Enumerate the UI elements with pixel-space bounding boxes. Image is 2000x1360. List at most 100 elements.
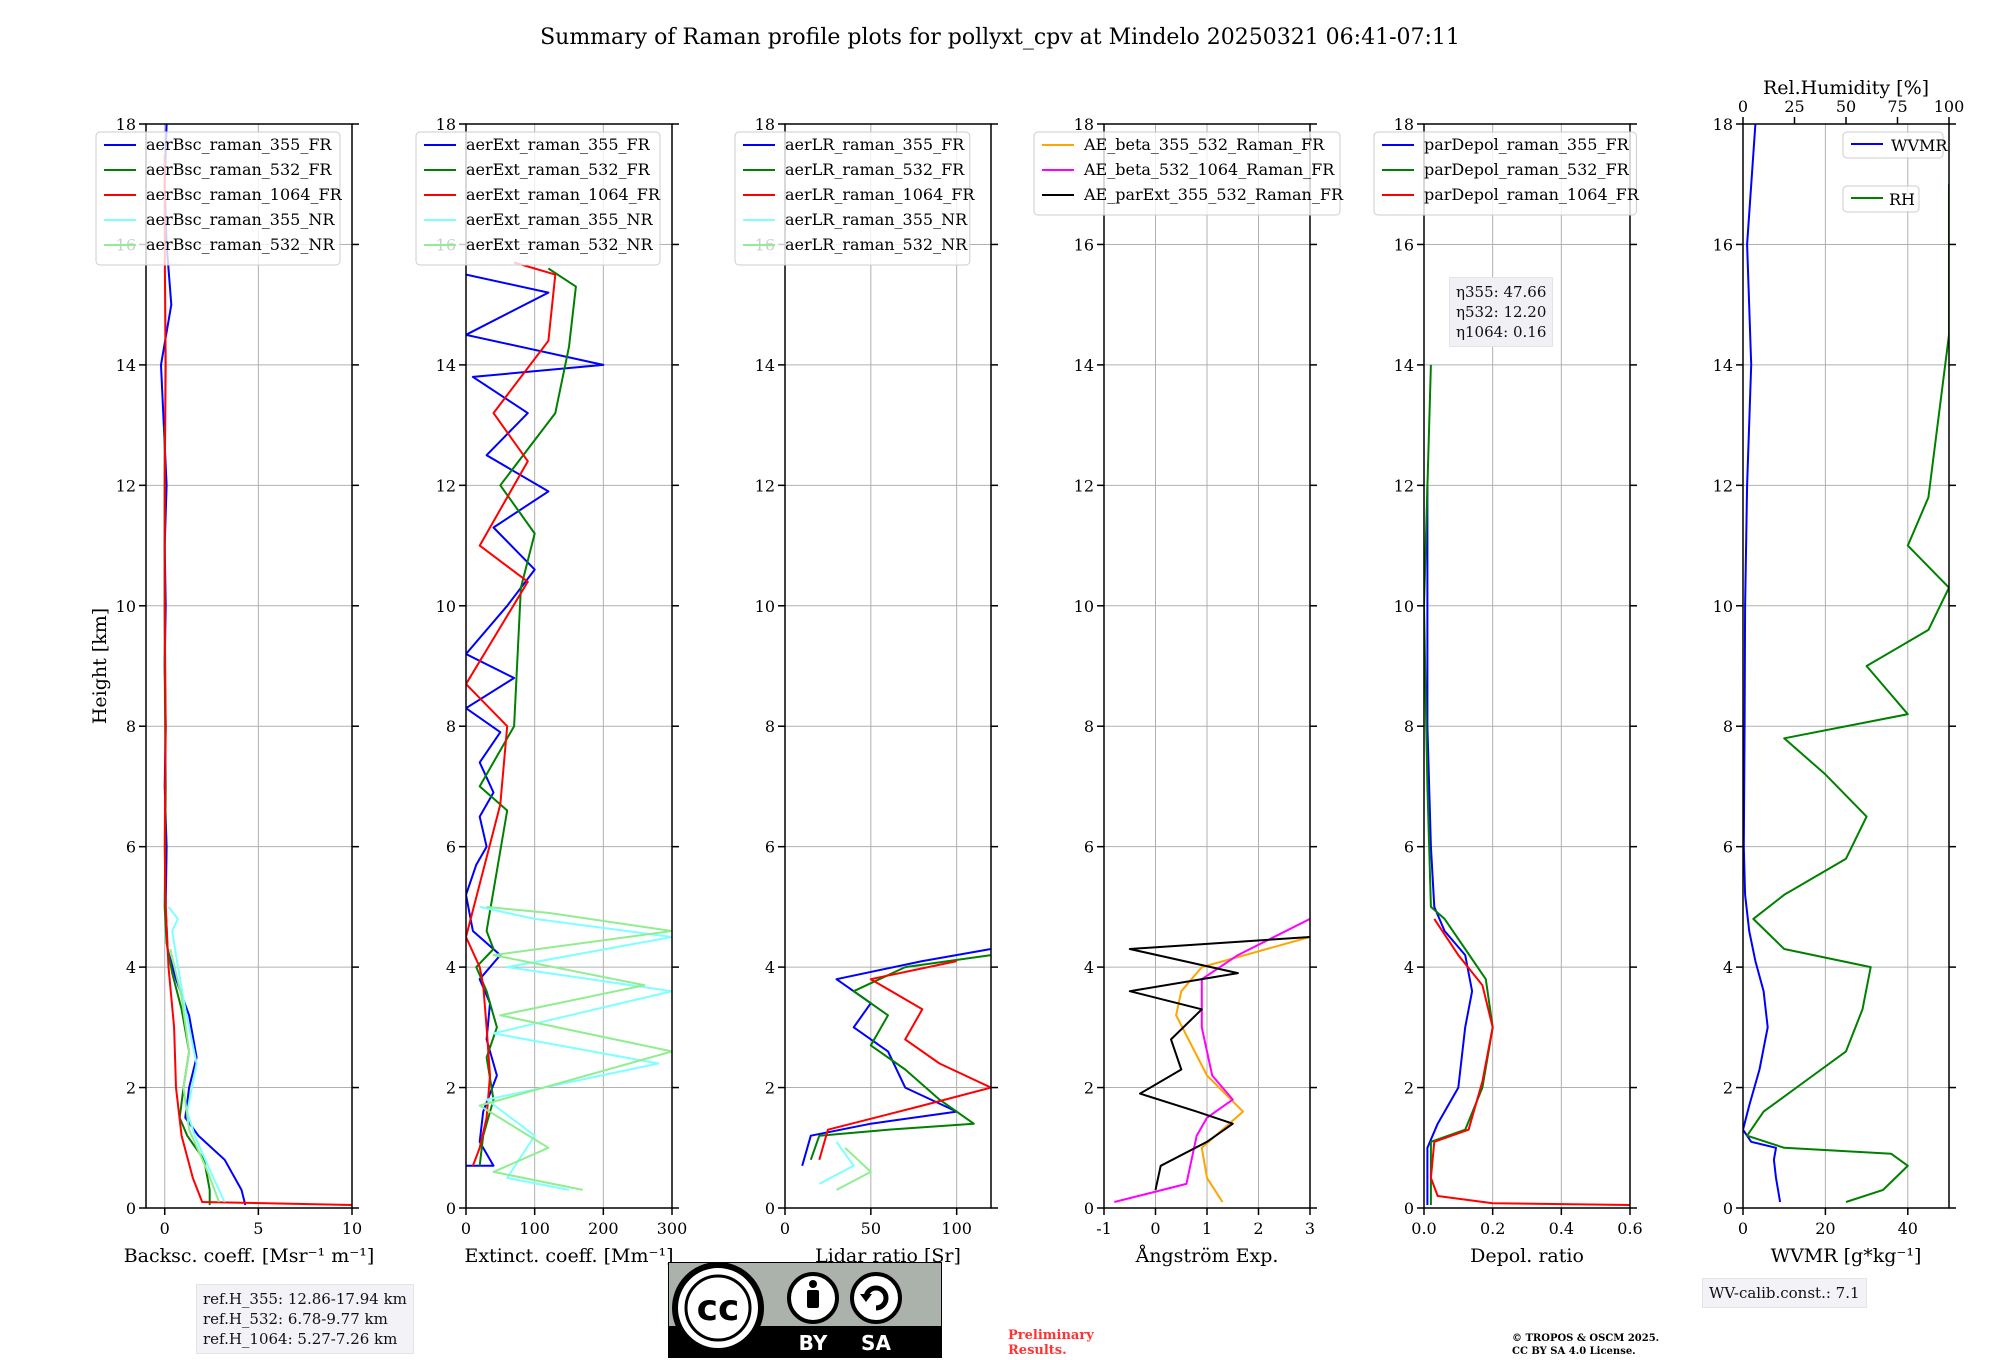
y-tick-label: 6: [1723, 838, 1733, 857]
series-line-aerExt_raman_532_NR: [478, 905, 672, 1191]
y-tick-label: 10: [1074, 597, 1094, 616]
legend-entry: aerBsc_raman_1064_FR: [146, 185, 343, 204]
y-tick-label: 14: [436, 356, 456, 375]
y-tick-label: 2: [1084, 1079, 1094, 1098]
y-tick-label: 10: [1713, 597, 1733, 616]
top-x-tick-label: 25: [1784, 97, 1804, 116]
series-line-AE_parExt_355_532_Raman_FR: [1128, 936, 1310, 1191]
series-line-aerBsc_raman_355_NR: [167, 906, 226, 1203]
panel-depol: 0 2 4 6 8 10 12 14 16 18 0.0 0.2 0.4 0.6 Depol. ratio p…: [1373, 115, 1643, 1267]
legend-entry: AE_beta_355_532_Raman_FR: [1083, 135, 1325, 154]
y-tick-label: 12: [755, 476, 775, 495]
legend-entry: aerBsc_raman_355_NR: [146, 210, 335, 229]
legend-entry: parDepol_raman_355_FR: [1424, 135, 1630, 154]
legend-entry: parDepol_raman_532_FR: [1424, 160, 1630, 179]
y-tick-label: 18: [436, 115, 456, 134]
legend-box: [95, 131, 341, 266]
x-axis-label: Ångström Exp.: [1135, 1245, 1279, 1267]
y-tick-label: 8: [446, 717, 456, 736]
series-line-aerExt_raman_355_NR: [479, 905, 672, 1191]
legend-ext: aerExt_raman_355_FR aerExt_raman_532_FRae…: [415, 131, 661, 266]
y-tick-label: 6: [126, 838, 136, 857]
panel-lr: 024681012141618050100Lidar ratio [Sr]aer…: [734, 115, 998, 1267]
axes-frame: [145, 123, 353, 1209]
cc-by-text: BY: [799, 1331, 828, 1355]
series-group: [466, 261, 672, 1191]
legend-box: [1842, 131, 1944, 159]
copyright-notice: © TROPOS & OSCM 2025. CC BY SA 4.0 Licen…: [1512, 1332, 1659, 1358]
legend-entry: aerBsc_raman_355_FR: [146, 135, 332, 154]
y-tick-label: 4: [1723, 958, 1733, 977]
panel-bsc: 0246810121416180510Backsc. coeff. [Msr⁻¹…: [89, 115, 374, 1267]
legend-entry: aerExt_raman_1064_FR: [466, 185, 661, 204]
x-tick-label: 0: [160, 1219, 170, 1238]
legend-entry: WVMR: [1891, 136, 1948, 155]
ref-height-355: ref.H_355: 12.86-17.94 km: [203, 1290, 407, 1308]
series-line-aerExt_raman_1064_FR: [466, 261, 557, 1167]
y-tick-label: 14: [1394, 356, 1414, 375]
series-group: [1743, 124, 1949, 1203]
top-x-tick-label: 50: [1836, 97, 1856, 116]
legend-bsc: aerBsc_raman_355_FR aerBsc_raman_532_FRae…: [95, 131, 343, 266]
y-tick-label: 14: [1713, 356, 1733, 375]
series-group: [1114, 918, 1310, 1203]
y-tick-label: 8: [765, 717, 775, 736]
y-tick-label: 4: [1084, 958, 1094, 977]
y-tick-label: 14: [1074, 356, 1094, 375]
y-tick-label: 12: [1074, 476, 1094, 495]
panel-wv: 0 2 4 6 8 10 12 14 16 18 0 20 40 0 25 50 75 100 Rel.Humidi…: [1713, 77, 1965, 1267]
y-tick-label: 0: [765, 1199, 775, 1218]
axes-frame: [465, 123, 673, 1209]
legend-entry: aerExt_raman_532_FR: [466, 160, 651, 179]
x-axis-label: WVMR [g*kg⁻¹]: [1771, 1245, 1922, 1267]
y-tick-label: 6: [765, 838, 775, 857]
y-tick-label: 8: [126, 717, 136, 736]
y-tick-label: 16: [1713, 235, 1733, 254]
ref-height-1064: ref.H_1064: 5.27-7.26 km: [203, 1330, 398, 1348]
legend-ae: AE_beta_355_532_Raman_FR AE_beta_532_1064…: [1033, 131, 1344, 216]
series-line-aerLR_raman_1064_FR: [818, 960, 991, 1161]
legend-entry: RH: [1889, 190, 1915, 209]
series-group: [801, 948, 991, 1191]
x-tick-label: -1: [1096, 1219, 1112, 1238]
ref-height-532: ref.H_532: 6.78-9.77 km: [203, 1310, 388, 1328]
y-tick-label: 2: [446, 1079, 456, 1098]
x-tick-label: 0: [461, 1219, 471, 1238]
y-tick-label: 12: [1394, 476, 1414, 495]
y-tick-label: 10: [755, 597, 775, 616]
top-x-tick-label: 100: [1934, 97, 1965, 116]
axes-frame: [784, 123, 992, 1209]
cc-by-sa-logo: cc BY SA: [668, 1262, 942, 1358]
series-line-aerLR_raman_532_NR: [836, 1147, 872, 1191]
series-line-WVMR: [1743, 124, 1782, 1203]
figure-title: Summary of Raman profile plots for polly…: [540, 25, 1460, 50]
x-tick-label: 200: [588, 1219, 619, 1238]
x-tick-label: 100: [941, 1219, 972, 1238]
y-tick-label: 2: [1404, 1079, 1414, 1098]
preliminary-results: Preliminary Results.: [1008, 1328, 1094, 1358]
y-tick-label: 2: [1723, 1079, 1733, 1098]
legend-entry: AE_beta_532_1064_Raman_FR: [1083, 160, 1335, 179]
wv-calib-box: WV-calib.const.: 7.1: [1702, 1278, 1867, 1308]
legend-entry: aerLR_raman_532_NR: [785, 235, 968, 254]
series-line-parDepol_raman_532_FR: [1424, 364, 1494, 1205]
x-tick-label: 50: [861, 1219, 881, 1238]
y-tick-label: 8: [1723, 717, 1733, 736]
y-tick-label: 6: [1084, 838, 1094, 857]
legend-box: [734, 131, 971, 266]
y-tick-label: 16: [1394, 235, 1414, 254]
y-tick-label: 12: [116, 476, 136, 495]
legend-rh: RH: [1842, 185, 1920, 213]
y-tick-label: 18: [1074, 115, 1094, 134]
y-tick-label: 8: [1404, 717, 1414, 736]
legend-entry: aerLR_raman_532_FR: [785, 160, 965, 179]
series-line-RH: [1746, 184, 1949, 1203]
legend-entry: aerBsc_raman_532_FR: [146, 160, 332, 179]
series-line-AE_beta_532_1064_Raman_FR: [1114, 918, 1310, 1203]
y-axis-label: Height [km]: [89, 608, 111, 724]
x-tick-label: 0.4: [1549, 1219, 1574, 1238]
panel-ext: 0246810121416180100200300Extinct. coeff.…: [415, 115, 687, 1267]
y-tick-label: 2: [765, 1079, 775, 1098]
x-axis-label: Extinct. coeff. [Mm⁻¹]: [464, 1245, 673, 1267]
legend-entry: aerLR_raman_355_NR: [785, 210, 968, 229]
